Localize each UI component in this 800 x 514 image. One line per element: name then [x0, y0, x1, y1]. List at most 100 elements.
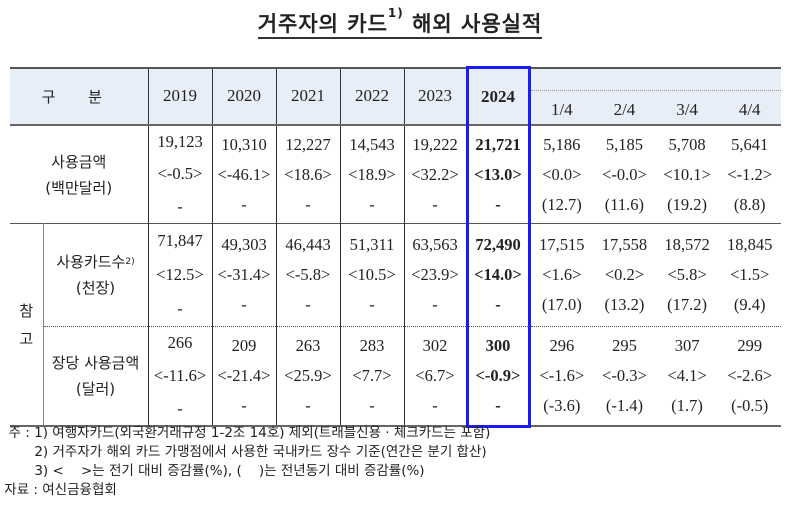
qoq-q3: <5.8>	[667, 265, 707, 284]
value-q4: 5,641	[731, 134, 769, 154]
yoy: -	[177, 196, 183, 216]
qoq: <-5.8>	[285, 265, 331, 284]
header-q3: 3/4	[676, 99, 698, 119]
value-q1: 17,515	[539, 235, 585, 254]
header-q4: 4/4	[738, 99, 761, 119]
qoq: <10.5>	[348, 265, 396, 284]
value: 302	[422, 336, 448, 355]
qoq-q4: <-2.6>	[727, 366, 773, 385]
header-year-2020: 2020	[211, 67, 276, 125]
row-label-text: 사용카드수	[56, 253, 126, 271]
value: 263	[295, 336, 321, 355]
yoy: -	[241, 194, 247, 214]
yoy: -	[241, 396, 247, 415]
yoy-2024: -	[495, 395, 501, 415]
row-label: 사용카드수2) (천장)	[43, 224, 148, 327]
qoq-q1: <0.0>	[542, 164, 582, 184]
value-q3: 307	[674, 336, 700, 355]
qoq-q3: <4.1>	[667, 366, 707, 385]
yoy: -	[432, 396, 438, 415]
yoy-q1: (12.7)	[541, 194, 582, 214]
yoy-q2: (13.2)	[604, 295, 645, 314]
yoy-q4: (9.4)	[733, 295, 766, 314]
value-q1: 5,186	[543, 134, 581, 154]
value-q3: 5,708	[668, 134, 706, 154]
qoq-q4: <1.5>	[730, 265, 770, 284]
yoy: -	[369, 194, 375, 214]
header-label: 구 분	[10, 67, 148, 125]
value: 63,563	[412, 235, 458, 254]
qoq: <-31.4>	[217, 265, 271, 284]
qoq: <18.9>	[348, 164, 396, 184]
yoy: -	[369, 295, 375, 314]
value: 19,123	[157, 132, 203, 152]
value: 49,303	[221, 235, 267, 254]
yoy: -	[177, 398, 183, 418]
yoy-q1: (-3.6)	[543, 396, 581, 415]
value-q2: 295	[612, 336, 637, 355]
qoq: <6.7>	[415, 366, 455, 385]
header-q2: 2/4	[613, 99, 636, 119]
yoy-q2: (-1.4)	[605, 396, 643, 415]
yoy: -	[305, 396, 311, 415]
row-label: 사용금액 (백만달러)	[10, 125, 148, 224]
value-2024: 300	[485, 335, 511, 355]
qoq: <-46.1>	[217, 164, 271, 184]
value: 14,543	[349, 134, 395, 154]
value-2024: 21,721	[475, 134, 521, 154]
footnote-mark: 2)	[125, 257, 135, 267]
row-label: 장당 사용금액 (달러)	[43, 327, 148, 427]
yoy: -	[305, 295, 311, 314]
page-title: 거주자의 카드1) 해외 사용실적	[0, 6, 800, 39]
yoy: -	[369, 396, 375, 415]
yoy: -	[241, 295, 247, 314]
value-q1: 296	[549, 336, 575, 355]
yoy-q4: (-0.5)	[731, 396, 769, 415]
qoq-q2: <-0.3>	[602, 366, 647, 385]
yoy-q4: (8.8)	[733, 194, 766, 214]
qoq-q1: <1.6>	[542, 265, 582, 284]
row-unit: (백만달러)	[45, 178, 113, 197]
yoy: -	[177, 299, 183, 318]
yoy-2024: -	[495, 295, 501, 314]
qoq: <32.2>	[411, 164, 459, 184]
value-q4: 299	[737, 336, 763, 355]
footnote-2: 2) 거주자가 해외 카드 가맹점에서 사용한 국내카드 장수 기준(연간은 분…	[0, 444, 487, 460]
qoq: <7.7>	[352, 366, 392, 385]
table-row-amount-per-card: 장당 사용금액 (달러) 266 <-11.6> - 209 <-21.4> - 263 <…	[10, 326, 781, 428]
title-footnote-mark: 1)	[387, 6, 404, 20]
value: 209	[231, 336, 257, 355]
footnote-3: 3) < >는 전기 대비 증감률(%), ( )는 전년동기 대비 증감률(%…	[0, 463, 425, 479]
qoq-2024: <14.0>	[474, 265, 522, 284]
qoq-q3: <10.1>	[663, 164, 711, 184]
qoq: <12.5>	[156, 265, 204, 284]
value: 51,311	[349, 235, 395, 254]
value: 46,443	[285, 235, 331, 254]
header-q1: 1/4	[550, 99, 573, 119]
qoq-q2: <-0.0>	[602, 164, 647, 184]
table-row-usage-amount: 사용금액 (백만달러) 19,123 <-0.5> - 10,310 <-46.1> - …	[10, 125, 781, 224]
header-row: 구 분 2019 2020 2021 2022 2023 2024 1/4 2/…	[10, 66, 781, 125]
qoq: <25.9>	[284, 366, 332, 385]
row-unit: (천장)	[75, 279, 116, 297]
qoq: <-11.6>	[153, 365, 207, 385]
yoy-q1: (17.0)	[541, 295, 582, 314]
value: 266	[167, 333, 193, 353]
yoy-q3: (17.2)	[667, 295, 707, 314]
value-q4: 18,845	[727, 235, 773, 254]
header-year-2021: 2021	[275, 67, 340, 125]
group-label-char: 참	[19, 301, 34, 320]
footnotes: 주 : 1) 여행자카드(외국환거래규정 1-2조 14호) 제외(트래블신용 …	[0, 424, 490, 500]
qoq-2024: <13.0>	[474, 164, 522, 184]
value-q2: 5,185	[605, 134, 643, 154]
row-unit: (달러)	[75, 380, 116, 398]
qoq: <23.9>	[411, 265, 459, 284]
yoy-q3: (1.7)	[671, 396, 703, 415]
header-year-2019: 2019	[147, 67, 212, 125]
title-text: 거주자의 카드	[257, 12, 388, 36]
qoq-q1: <-1.6>	[539, 366, 585, 385]
value: 71,847	[157, 231, 203, 250]
value: 19,222	[412, 134, 458, 154]
